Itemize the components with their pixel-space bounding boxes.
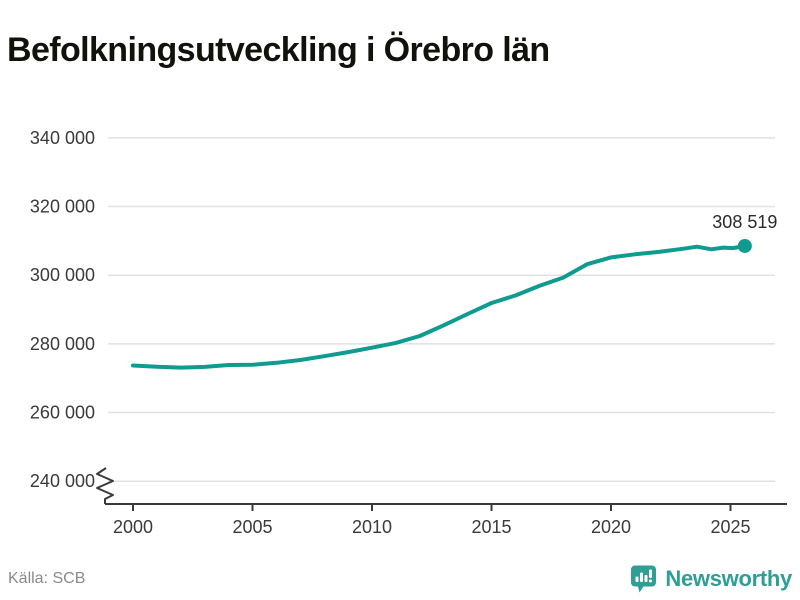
- y-tick-label: 280 000: [30, 334, 95, 354]
- y-gridlines: [108, 137, 775, 482]
- y-tick-label: 300 000: [30, 265, 95, 285]
- x-tick-label: 2015: [471, 517, 511, 537]
- brand-name: Newsworthy: [665, 566, 792, 591]
- axis-break-icon: [96, 467, 114, 504]
- y-tick-label: 240 000: [30, 471, 95, 491]
- x-tick-label: 2025: [710, 517, 750, 537]
- x-tick-label: 2000: [113, 517, 153, 537]
- latest-value-label: 308 519: [712, 212, 777, 232]
- newsworthy-logo[interactable]: Newsworthy: [629, 564, 792, 594]
- y-axis-labels: 240 000 260 000 280 000 300 000 320 000 340 0…: [30, 128, 95, 491]
- population-series-line: [131, 244, 747, 370]
- y-tick-label: 320 000: [30, 197, 95, 217]
- newsworthy-bubble-chart-icon: [629, 564, 658, 594]
- x-tick-label: 2020: [591, 517, 631, 537]
- y-tick-label: 260 000: [30, 403, 95, 423]
- x-axis-labels: 2000 2005 2010 2015 2020 2025: [113, 517, 751, 537]
- source-label: Källa: SCB: [8, 570, 86, 587]
- x-tick-label: 2005: [232, 517, 272, 537]
- x-tick-label: 2010: [352, 517, 392, 537]
- page-title: Befolkningsutveckling i Örebro län: [7, 30, 550, 69]
- x-axis: [96, 467, 787, 511]
- y-tick-label: 340 000: [30, 128, 95, 148]
- latest-value-dot: [737, 238, 752, 253]
